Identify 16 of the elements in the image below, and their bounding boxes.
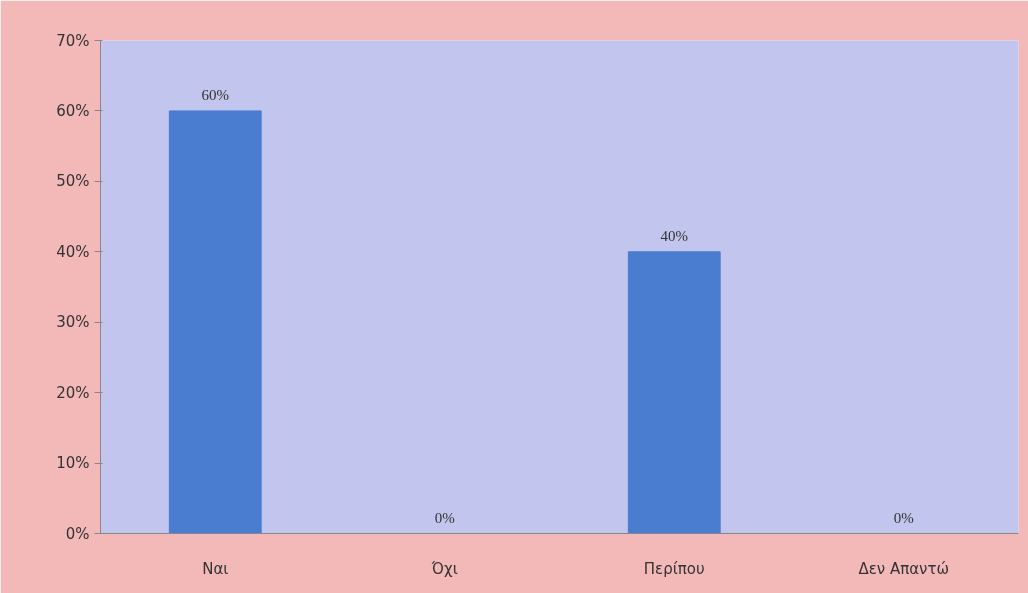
data-label: 0% — [434, 509, 455, 526]
x-tick-label: Περίπου — [643, 559, 705, 578]
y-tick-label: 0% — [65, 524, 90, 543]
y-tick-label: 30% — [56, 313, 90, 332]
data-label: 60% — [201, 86, 229, 103]
y-tick-label: 70% — [56, 31, 90, 50]
y-tick-label: 10% — [56, 454, 90, 473]
y-tick-label: 20% — [56, 383, 90, 402]
y-tick-label: 40% — [56, 242, 90, 261]
data-label: 0% — [893, 509, 914, 526]
y-tick-label: 50% — [56, 172, 90, 191]
x-tick-label: Όχι — [430, 559, 458, 578]
x-tick-label: Ναι — [202, 559, 229, 578]
y-tick-label: 60% — [56, 101, 90, 120]
x-tick-label: Δεν Απαντώ — [858, 559, 950, 578]
data-label: 40% — [660, 227, 688, 244]
